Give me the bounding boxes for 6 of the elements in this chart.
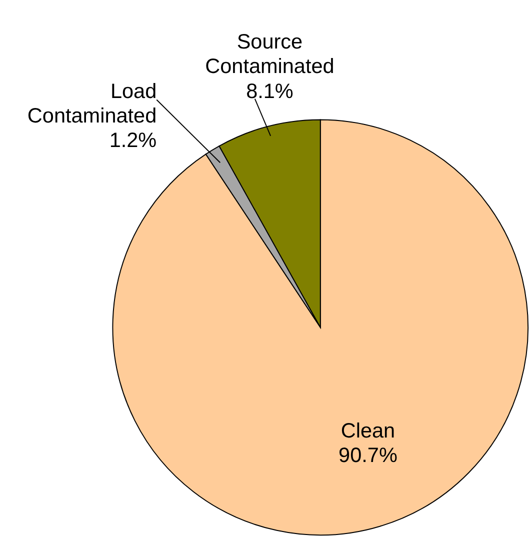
slice-label: Clean: [340, 419, 396, 442]
data-label: 1.2%: [109, 129, 157, 152]
data-label: 90.7%: [338, 444, 398, 468]
data-label: 8.1%: [246, 80, 294, 103]
slice-label: Source Contaminated: [205, 30, 334, 78]
slice-label: Load Contaminated: [27, 80, 157, 128]
